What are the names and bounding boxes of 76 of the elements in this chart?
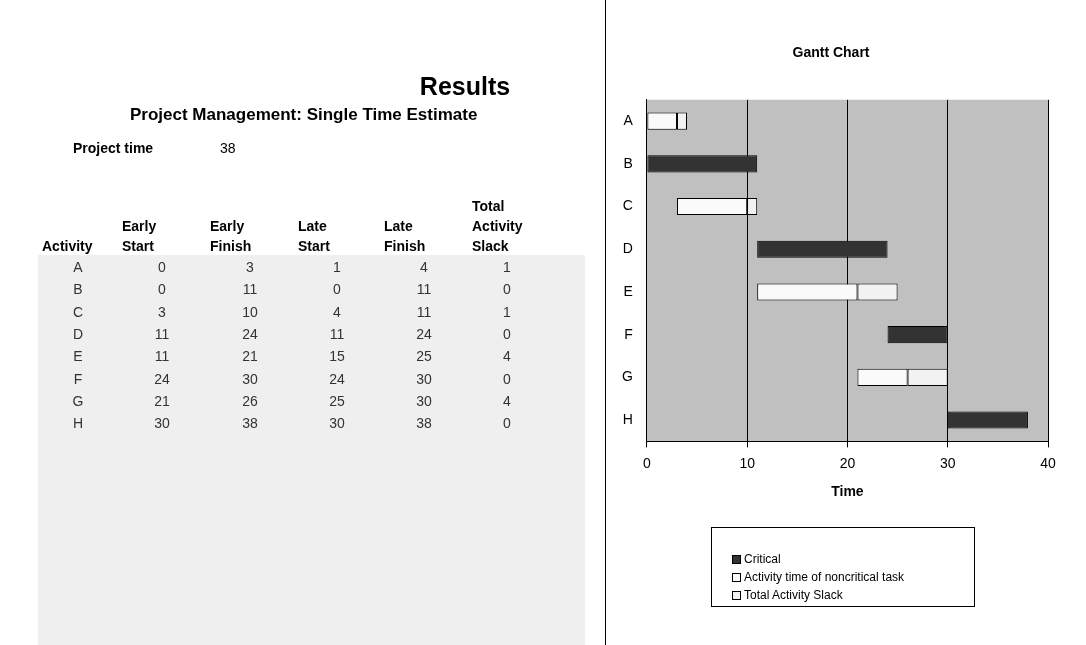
- y-tick-label: A: [72, 258, 84, 278]
- data-label: 1: [332, 258, 342, 278]
- y-tick-label: F: [72, 369, 84, 389]
- y-tick-label: G: [71, 391, 85, 411]
- x-axis-title: Time: [831, 483, 864, 500]
- y-tick-label: C: [71, 302, 85, 322]
- data-label: 24: [241, 325, 259, 345]
- text: 38: [220, 140, 236, 156]
- data-label: 4: [419, 258, 429, 278]
- y-tick-label: A: [623, 112, 634, 129]
- data-label: 24: [153, 369, 171, 389]
- data-label: 21: [153, 391, 171, 411]
- y-tick-label: D: [71, 325, 85, 345]
- data-label: 38: [241, 414, 259, 434]
- data-label: 11: [241, 280, 259, 300]
- x-tick-label: Early Finish: [209, 217, 253, 256]
- y-tick-label: E: [72, 347, 84, 367]
- data-label: 24: [415, 325, 433, 345]
- data-label: 0: [157, 258, 167, 278]
- data-label: 25: [415, 347, 433, 367]
- data-label: 0: [502, 369, 512, 389]
- y-tick-label: F: [624, 325, 633, 342]
- x-tick-label: Total Activity Slack: [471, 197, 524, 256]
- data-label: 0: [502, 414, 512, 434]
- data-label: 25: [328, 391, 346, 411]
- y-tick-label: D: [622, 240, 633, 257]
- x-tick-label: Early Start: [121, 217, 158, 256]
- data-label: 3: [245, 258, 255, 278]
- data-label: 0: [502, 280, 512, 300]
- legend-label: Critical: [744, 552, 781, 566]
- chart-subtitle: Project Management: Single Time Estimate: [129, 105, 479, 125]
- data-label: 38: [415, 414, 433, 434]
- data-label: 1: [502, 258, 512, 278]
- data-label: 10: [241, 302, 259, 322]
- data-label: 11: [328, 325, 346, 345]
- y-tick-label: G: [622, 368, 633, 385]
- y-tick-label: B: [72, 280, 84, 300]
- y-tick-label: E: [623, 282, 633, 299]
- x-tick-label: 30: [939, 454, 956, 471]
- legend-label: Activity time of noncritical task: [744, 570, 905, 584]
- y-axis-title: Activity: [41, 237, 94, 256]
- data-label: 4: [332, 302, 342, 322]
- x-tick-label: 10: [739, 454, 756, 471]
- data-label: 0: [332, 280, 342, 300]
- data-label: 30: [415, 391, 433, 411]
- data-label: 3: [157, 302, 167, 322]
- data-label: 0: [157, 280, 167, 300]
- chart-title: Gantt Chart: [792, 44, 870, 61]
- legend-label: Total Activity Slack: [744, 588, 843, 602]
- data-label: 11: [153, 325, 171, 345]
- data-label: 30: [415, 369, 433, 389]
- data-label: 15: [328, 347, 346, 367]
- data-label: 0: [502, 325, 512, 345]
- data-label: 11: [415, 280, 433, 300]
- data-label: 4: [502, 347, 512, 367]
- data-label: 24: [328, 369, 346, 389]
- chart-title: Results: [418, 72, 512, 101]
- x-tick-label: Late Start: [297, 217, 331, 256]
- y-tick-label: B: [623, 154, 633, 171]
- data-label: 21: [241, 347, 259, 367]
- data-label: 30: [241, 369, 259, 389]
- x-tick-label: 40: [1040, 454, 1056, 471]
- x-tick-label: 0: [642, 454, 651, 471]
- data-label: 4: [502, 391, 512, 411]
- data-label: 30: [328, 414, 346, 434]
- y-tick-label: C: [622, 197, 633, 214]
- y-tick-label: H: [622, 410, 633, 427]
- data-label: 30: [153, 414, 171, 434]
- text: Project time: [73, 140, 154, 156]
- data-label: 11: [415, 302, 433, 322]
- x-tick-label: 20: [839, 454, 856, 471]
- data-label: 11: [153, 347, 171, 367]
- x-tick-label: Late Finish: [383, 217, 427, 256]
- y-tick-label: H: [71, 414, 85, 434]
- data-label: 26: [241, 391, 259, 411]
- data-label: 1: [502, 302, 512, 322]
